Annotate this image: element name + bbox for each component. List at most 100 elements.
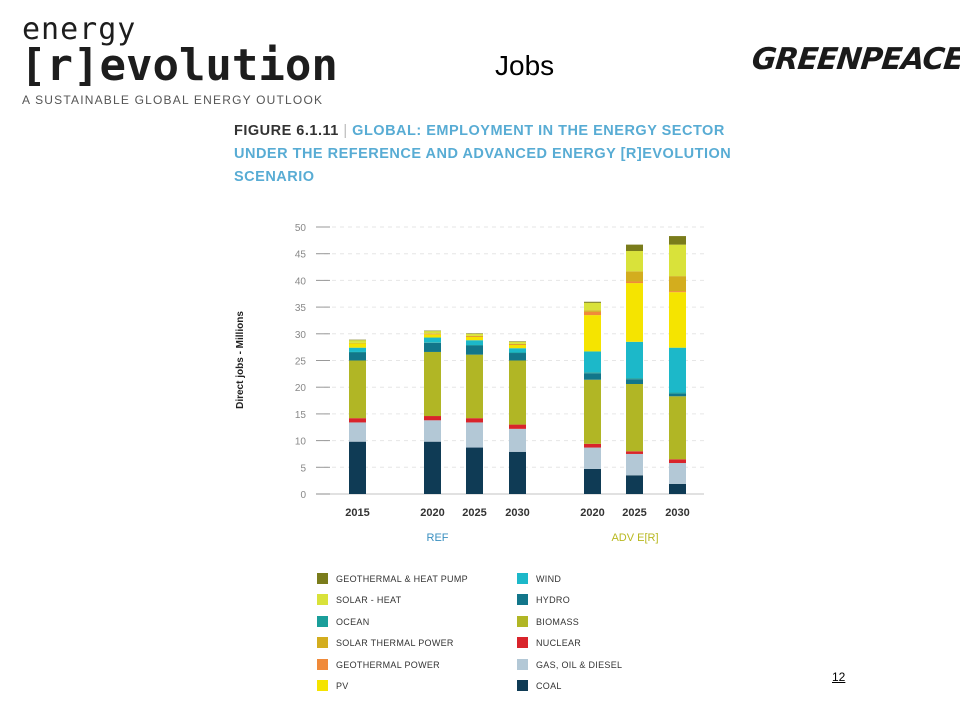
legend-label: BIOMASS [536, 617, 579, 627]
bar-segment [424, 420, 441, 442]
legend-label: HYDRO [536, 595, 570, 605]
bar-segment [349, 351, 366, 353]
bar-segment [584, 468, 601, 494]
bar-segment [349, 343, 366, 348]
bar-segment [509, 424, 526, 429]
bar-segment [626, 271, 643, 282]
y-tick-label: 10 [295, 437, 307, 448]
x-tick-label: 2025 [622, 507, 646, 519]
bar-segment [584, 302, 601, 311]
bar-segment [424, 334, 441, 338]
legend-swatch [317, 637, 328, 648]
x-group-label: ADV E[R] [611, 532, 658, 544]
bar-segment [466, 345, 483, 355]
bar-segment [509, 360, 526, 425]
bar-segment [349, 339, 366, 341]
bar-segment [466, 345, 483, 346]
bar-segment [424, 416, 441, 421]
legend-label: COAL [536, 681, 562, 691]
bar-segment [584, 447, 601, 469]
bar-segment [669, 244, 686, 277]
x-tick-label: 2025 [462, 507, 486, 519]
bar-segment [584, 351, 601, 373]
y-tick-label: 30 [295, 330, 307, 341]
y-tick-label: 20 [295, 383, 307, 394]
x-tick-label: 2030 [665, 507, 689, 519]
legend-swatch [317, 594, 328, 605]
slide-title: Jobs [495, 50, 555, 81]
figure-caption: GLOBAL: EMPLOYMENT IN THE ENERGY SECTOR … [234, 123, 732, 185]
x-tick-label: 2030 [505, 507, 529, 519]
y-tick-label: 35 [295, 303, 307, 314]
bar-segment [669, 393, 686, 397]
legend-swatch [317, 573, 328, 584]
legend-label: PV [336, 681, 349, 691]
legend-swatch [517, 573, 528, 584]
legend-swatch [517, 659, 528, 670]
bar-segment [349, 360, 366, 419]
x-tick-label: 2020 [580, 507, 604, 519]
bar-segment [584, 310, 601, 312]
bar-segment [349, 342, 366, 344]
bar-segment [626, 281, 643, 284]
logo-tagline: A SUSTAINABLE GLOBAL ENERGY OUTLOOK [22, 93, 324, 107]
legend-label: GEOTHERMAL & HEAT PUMP [336, 574, 468, 584]
figure-number: FIGURE 6.1.11 [234, 123, 339, 139]
legend-swatch [517, 637, 528, 648]
bar-segment [509, 353, 526, 361]
bar-segment [424, 333, 441, 335]
legend-swatch [517, 594, 528, 605]
bar-segment [424, 342, 441, 343]
bar-segment [349, 340, 366, 343]
legend-label: OCEAN [336, 617, 370, 627]
bar-segment [626, 283, 643, 342]
bar-segment [584, 311, 601, 316]
bar-segment [669, 276, 686, 292]
bar-segment [509, 451, 526, 494]
bar-segment [626, 341, 643, 379]
bar-segment [669, 236, 686, 245]
bar-segment [424, 331, 441, 334]
legend-swatch [317, 659, 328, 670]
legend-swatch [517, 616, 528, 627]
bar-segment [669, 459, 686, 464]
bar-segment [669, 291, 686, 293]
bar-segment [466, 340, 483, 346]
x-tick-label: 2015 [345, 507, 369, 519]
legend-label: GEOTHERMAL POWER [336, 660, 440, 670]
y-tick-label: 45 [295, 250, 307, 261]
bar-segment [584, 373, 601, 380]
x-tick-label: 2020 [420, 507, 444, 519]
y-axis-label: Direct jobs - Millions [235, 311, 246, 409]
bar-segment [584, 372, 601, 374]
legend-swatch [317, 680, 328, 691]
bar-segment [509, 341, 526, 344]
bar-segment [466, 354, 483, 419]
logo-energy-text: energy [22, 12, 137, 47]
bar-segment [626, 475, 643, 494]
bar-segment [584, 301, 601, 303]
bar-segment [626, 378, 643, 380]
y-tick-label: 15 [295, 410, 307, 421]
bar-segment [626, 251, 643, 272]
bar-segment [424, 330, 441, 332]
bar-segment [466, 333, 483, 334]
bar-segment [466, 336, 483, 338]
y-tick-label: 0 [300, 490, 306, 501]
bar-segment [349, 352, 366, 361]
bar-segment [669, 292, 686, 348]
bar-segment [349, 418, 366, 423]
bar-segment [669, 392, 686, 394]
bar-segment [466, 418, 483, 423]
bar-segment [584, 315, 601, 352]
bar-segment [584, 443, 601, 448]
y-tick-label: 5 [300, 463, 306, 474]
figure-separator: | [343, 123, 348, 139]
bar-segment [509, 343, 526, 345]
bar-segment [466, 335, 483, 337]
page-number[interactable]: 12 [832, 670, 846, 684]
bar-segment [626, 451, 643, 454]
logo-revolution-text: [r]evolution [20, 40, 338, 91]
bar-segment [509, 344, 526, 346]
